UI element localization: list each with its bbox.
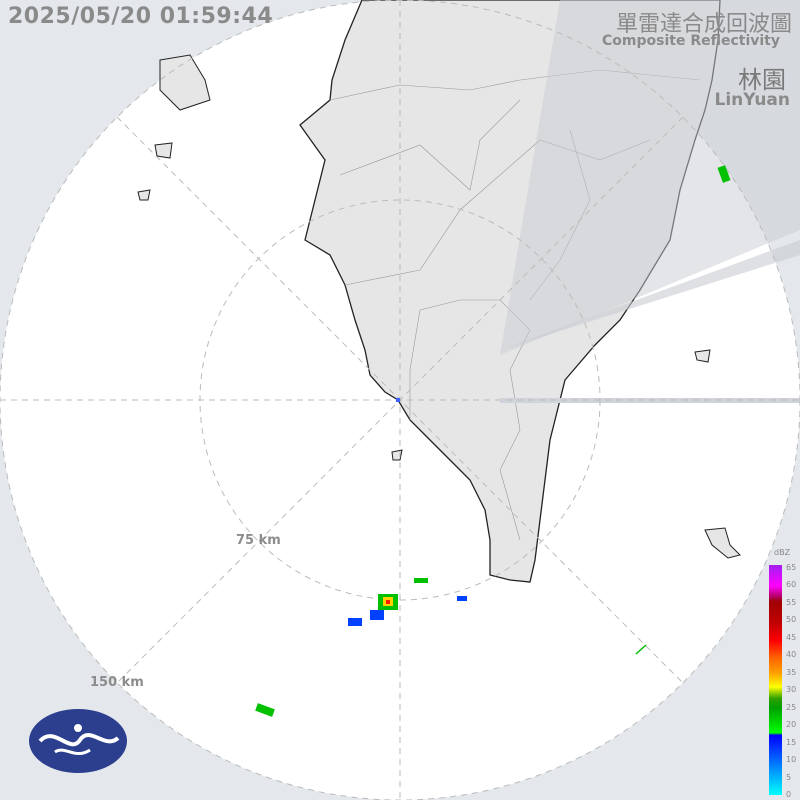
legend-tick: 30 xyxy=(786,685,797,694)
legend-tick: 35 xyxy=(786,668,797,677)
legend-tick: 60 xyxy=(786,580,797,589)
legend-tick: 10 xyxy=(786,755,797,764)
echo-cell xyxy=(370,610,384,620)
legend-colorbar xyxy=(769,565,782,795)
legend-tick: 0 xyxy=(786,790,792,799)
echo-cells xyxy=(255,165,731,717)
echo-cell xyxy=(348,618,362,626)
legend-tick: 50 xyxy=(786,615,797,624)
range-label-150: 150 km xyxy=(90,675,144,690)
echo-cell xyxy=(635,644,647,655)
range-label-75: 75 km xyxy=(236,533,281,548)
echo-cell xyxy=(457,596,467,601)
legend-tick: 25 xyxy=(786,703,797,712)
timestamp: 2025/05/20 01:59:44 xyxy=(8,4,274,29)
cwa-logo-icon xyxy=(29,709,127,773)
legend-tick: 55 xyxy=(786,598,797,607)
legend-tick: 20 xyxy=(786,720,797,729)
islands xyxy=(137,54,741,559)
legend-tick: 45 xyxy=(786,633,797,642)
radar-site-en: LinYuan xyxy=(714,90,790,110)
beam-blockage-sector xyxy=(500,0,800,355)
product-title-en: Composite Reflectivity xyxy=(602,33,780,49)
legend-unit: dBZ xyxy=(774,548,791,557)
echo-cell xyxy=(386,600,390,604)
product-title-zh: 單雷達合成回波圖 xyxy=(615,12,792,37)
echo-cell xyxy=(396,398,400,402)
color-legend: dBZ 65 60 55 50 45 40 35 30 25 20 15 10 … xyxy=(769,548,800,800)
legend-tick: 5 xyxy=(786,773,792,782)
echo-cell xyxy=(414,578,428,583)
legend-tick: 65 xyxy=(786,563,797,572)
echo-cell xyxy=(717,165,731,183)
radar-site-zh: 林園 xyxy=(738,66,786,94)
legend-tick: 15 xyxy=(786,738,797,747)
beam-blockage-line xyxy=(500,240,800,350)
echo-cell xyxy=(255,703,275,717)
legend-tick: 40 xyxy=(786,650,797,659)
